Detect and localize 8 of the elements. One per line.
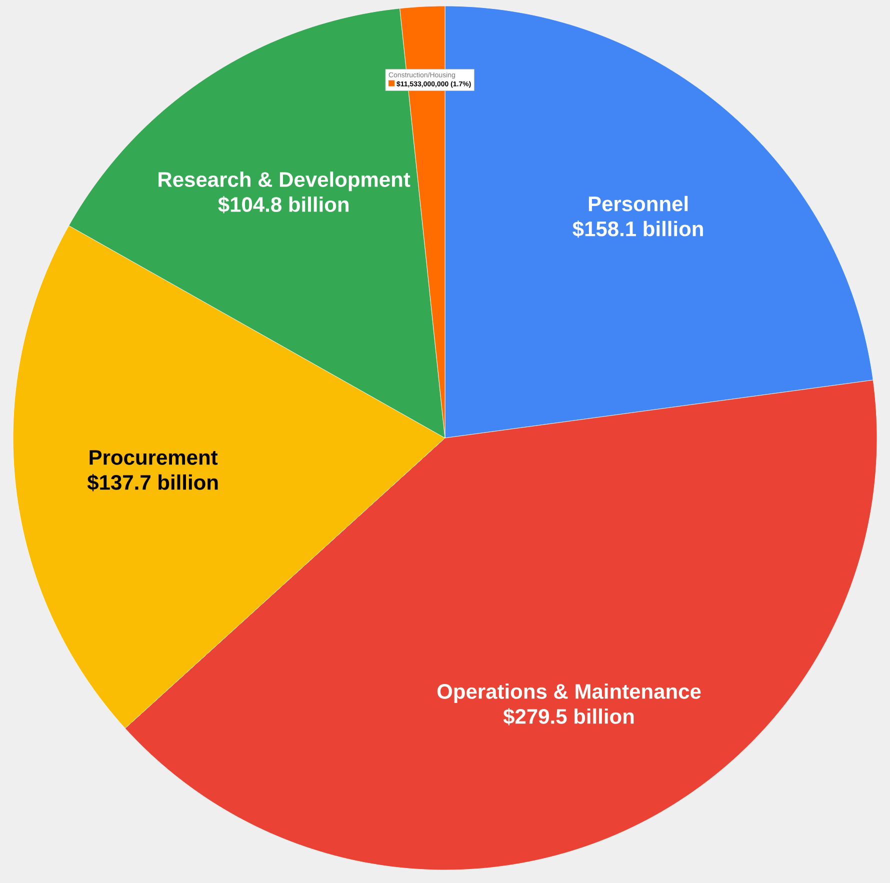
data-label: $104.8 billion <box>218 196 348 214</box>
data-label: $137.7 billion <box>87 474 218 492</box>
slice-label: Procurement <box>90 450 218 465</box>
slice-label: Operations & Maintenance <box>437 683 701 704</box>
data-label: $158.1 billion <box>572 220 703 238</box>
data-label: $279.5 billion <box>503 708 634 726</box>
slice-label: Personnel <box>588 196 688 212</box>
slice-label: Research & Development <box>158 172 410 192</box>
